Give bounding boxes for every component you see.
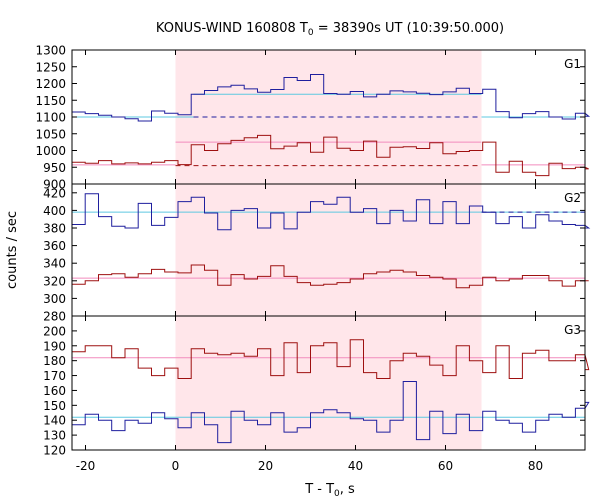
y-tick-label: 900 [43,178,66,192]
y-tick-label: 1300 [35,44,66,58]
x-tick-label: 80 [528,459,543,473]
y-tick-label: 400 [43,204,66,218]
x-tick-label: 60 [438,459,453,473]
highlight-band [175,316,482,450]
series-blue-g1 [72,74,591,122]
y-tick-label: 1000 [35,144,66,158]
x-tick-label: 0 [172,459,180,473]
y-tick-label: 160 [43,384,66,398]
panel-label: G1 [564,57,581,71]
series-red-g3 [72,339,590,379]
panel-label: G3 [564,323,581,337]
highlight-band [175,184,482,316]
y-axis-label: counts / sec [5,211,20,289]
y-tick-label: 1050 [35,127,66,141]
y-tick-label: 360 [43,239,66,253]
y-tick-label: 1150 [35,94,66,108]
panel-g1: 900 950 1000 1050 1100 1150 1200 1250 1300 G1 [35,44,591,192]
y-tick-label: 200 [43,324,66,338]
panel-frame [71,315,586,451]
y-tick-label: 420 [43,186,66,200]
y-tick-label: 300 [43,292,66,306]
y-tick-label: 120 [43,444,66,458]
y-tick-label: 170 [43,369,66,383]
x-axis-label: T - T0, s [304,482,355,499]
y-tick-label: 190 [43,339,66,353]
y-tick-label: 340 [43,257,66,271]
series-blue-g3 [72,381,590,444]
y-tick-label: 280 [43,310,66,324]
series-red-g1 [72,134,589,177]
y-tick-label: 1250 [35,60,66,74]
y-tick-label: 380 [43,222,66,236]
chart-title: KONUS-WIND 160808 T0 = 38390s UT (10:39:… [156,21,504,38]
x-tick-label: 40 [348,459,363,473]
y-tick-label: 130 [43,429,66,443]
y-tick-label: 950 [43,161,66,175]
y-tick-label: 140 [43,414,66,428]
series-red-g2 [72,264,589,289]
y-tick-label: 1100 [35,111,66,125]
y-tick-label: 180 [43,354,66,368]
panel-g2: 280 300 320 340 360 380 400 420 G2 [43,183,591,324]
panel-label: G2 [564,191,581,205]
panels-group: 9009501000105011001150120012501300G12803… [35,44,591,473]
y-tick-label: 1200 [35,77,66,91]
y-tick-label: 320 [43,274,66,288]
x-tick-labels: -20 0 20 40 60 80 [76,459,543,473]
x-tick-label: 20 [258,459,273,473]
series-blue-g2 [72,193,591,231]
y-tick-label: 150 [43,399,66,413]
x-tick-label: -20 [76,459,96,473]
